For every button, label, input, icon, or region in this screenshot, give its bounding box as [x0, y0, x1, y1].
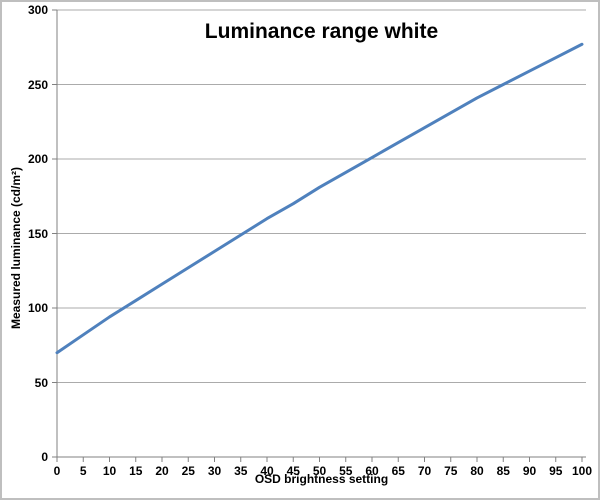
x-tick-label: 90 — [522, 464, 537, 478]
y-tick-label: 0 — [41, 450, 48, 464]
x-tick-label: 10 — [102, 464, 117, 478]
y-tick-label: 300 — [27, 3, 48, 17]
x-tick-label: 30 — [207, 464, 222, 478]
x-tick-label: 40 — [260, 464, 274, 478]
x-tick-label: 35 — [234, 464, 248, 478]
x-tick-label: 85 — [496, 464, 510, 478]
x-tick-label: 45 — [286, 464, 300, 478]
x-tick-label: 65 — [391, 464, 405, 478]
x-tick-label: 25 — [181, 464, 195, 478]
x-tick-label: 5 — [79, 464, 87, 478]
series-line — [55, 42, 584, 355]
y-tick-label: 150 — [27, 226, 48, 241]
x-tick-label: 15 — [129, 464, 143, 478]
y-tick-label: 250 — [27, 77, 48, 92]
x-tick-label: 95 — [549, 464, 563, 478]
x-tick-label: 80 — [470, 464, 484, 478]
x-axis-title: OSD brightness setting — [254, 472, 389, 486]
x-tick-label: 70 — [417, 464, 432, 478]
y-tick-label: 200 — [27, 152, 48, 166]
x-tick-label: 60 — [365, 464, 379, 478]
x-tick-label: 0 — [53, 464, 61, 478]
x-tick-label: 55 — [339, 464, 353, 478]
x-tick-label: 100 — [571, 464, 593, 478]
y-tick-label: 100 — [27, 301, 48, 315]
x-tick-label: 50 — [312, 464, 327, 478]
chart-title: Luminance range white — [204, 20, 439, 43]
x-tick-label: 75 — [444, 464, 458, 478]
y-tick-label: 50 — [34, 375, 48, 390]
x-tick-label: 20 — [155, 464, 169, 478]
